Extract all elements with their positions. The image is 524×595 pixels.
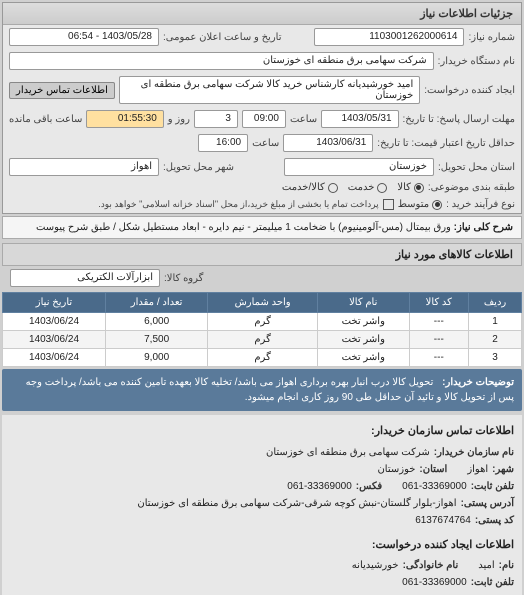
cname-value: امید (478, 557, 494, 574)
pub-dt-label: تاریخ و ساعت اعلان عمومی: (163, 32, 282, 43)
group-field: ابزارآلات الکتریکی (10, 269, 160, 287)
tel-label: تلفن ثابت: (471, 478, 514, 495)
radio-service[interactable]: خدمت (348, 182, 388, 193)
buyer-field: شرکت سهامی برق منطقه ای خوزستان (9, 52, 434, 70)
addr-value: اهواز-بلوار گلستان-نبش کوچه شرقی-شرکت سه… (137, 495, 456, 512)
table-cell: --- (409, 349, 469, 367)
deadline-label: مهلت ارسال پاسخ: تا تاریخ: (403, 114, 515, 125)
table-cell: گرم (208, 313, 318, 331)
remain-label: ساعت باقی مانده (9, 114, 82, 125)
prov-value: خوزستان (377, 461, 415, 478)
prov-label: استان: (419, 461, 447, 478)
radio-dot-icon (414, 183, 424, 193)
panel-title: جزئیات اطلاعات نیاز (3, 3, 521, 25)
pack-label: طبقه بندی موضوعی: (428, 182, 515, 193)
time-remaining: 01:55:30 (86, 110, 163, 128)
ccity-value: اهواز (467, 461, 488, 478)
fax-label: فکس: (356, 478, 382, 495)
creator-field: امید خورشیدیانه کارشناس خرید کالا شرکت س… (119, 76, 420, 104)
table-cell: 6,000 (105, 313, 207, 331)
note-label: توضیحات خریدار: (436, 377, 514, 388)
state-label: استان محل تحویل: (438, 162, 515, 173)
contact-section: اطلاعات تماس سازمان خریدار: نام سازمان خ… (2, 415, 522, 595)
city-field: اهواز (9, 158, 159, 176)
table-row: 1---واشر تختگرم6,0001403/06/24 (3, 313, 522, 331)
proc-label: نوع فرآیند خرید : (446, 199, 515, 210)
table-cell: گرم (208, 349, 318, 367)
valid-time: 16:00 (198, 134, 248, 152)
table-cell: 1403/06/24 (3, 313, 106, 331)
table-header: ردیف (469, 293, 522, 313)
contact-buyer-button[interactable]: اطلاعات تماس خریدار (9, 82, 115, 99)
req-no-field: 1103001262000614 (314, 28, 464, 46)
cfam-label: نام خانوادگی: (403, 557, 459, 574)
ccity-label: شهر: (492, 461, 514, 478)
buyer-label: نام دستگاه خریدار: (438, 56, 515, 67)
table-cell: 1 (469, 313, 522, 331)
table-cell: واشر تخت (317, 349, 409, 367)
org-value: شرکت سهامی برق منطقه ای خوزستان (266, 444, 430, 461)
fax-value: 061-33369000 (287, 478, 352, 495)
table-cell: 1403/06/24 (3, 331, 106, 349)
radio-goods[interactable]: کالا (397, 182, 424, 193)
table-cell: --- (409, 313, 469, 331)
radio-dot-icon (432, 200, 442, 210)
creator-label: ایجاد کننده درخواست: (424, 85, 515, 96)
table-cell: 7,500 (105, 331, 207, 349)
table-header: تعداد / مقدار (105, 293, 207, 313)
table-row: 3---واشر تختگرم9,0001403/06/24 (3, 349, 522, 367)
deadline-date: 1403/05/31 (321, 110, 398, 128)
pub-dt-field: 1403/05/28 - 06:54 (9, 28, 159, 46)
table-cell: 9,000 (105, 349, 207, 367)
cfam-value: خورشیدیانه (352, 557, 399, 574)
valid-label: حداقل تاریخ اعتبار قیمت: تا تاریخ: (377, 138, 515, 149)
goods-table: ردیفکد کالانام کالاواحد شمارشتعداد / مقد… (2, 292, 522, 367)
buyer-notes: توضیحات خریدار: تحویل کالا درب انبار بهر… (2, 369, 522, 411)
proc-note: پرداخت تمام یا بخشی از مبلغ خرید،از محل … (98, 199, 378, 210)
ctel-label: تلفن ثابت: (471, 574, 514, 591)
table-cell: 3 (469, 349, 522, 367)
radio-dot-icon (377, 183, 387, 193)
need-title-label: شرح کلی نیاز: (454, 222, 513, 233)
days-remaining: 3 (194, 110, 238, 128)
goods-section-header: اطلاعات کالاهای مورد نیاز (2, 243, 522, 266)
org-label: نام سازمان خریدار: (434, 444, 514, 461)
table-cell: 1403/06/24 (3, 349, 106, 367)
contact-title: اطلاعات تماس سازمان خریدار: (10, 419, 514, 444)
addr-label: آدرس پستی: (461, 495, 514, 512)
post-label: کد پستی: (475, 512, 514, 529)
table-cell: 2 (469, 331, 522, 349)
state-field: خوزستان (284, 158, 434, 176)
tel-value: 061-33369000 (402, 478, 467, 495)
table-cell: --- (409, 331, 469, 349)
table-header: واحد شمارش (208, 293, 318, 313)
city-label: شهر محل تحویل: (163, 162, 234, 173)
type-radio-group: کالا خدمت کالا/خدمت (282, 182, 424, 193)
deadline-time: 09:00 (242, 110, 286, 128)
req-no-label: شماره نیاز: (468, 32, 515, 43)
table-cell: واشر تخت (317, 331, 409, 349)
group-label: گروه کالا: (164, 273, 203, 284)
at-label-1: ساعت (290, 114, 317, 125)
need-title: ورق بیمتال (مس-آلومینیوم) با ضخامت 1 میل… (36, 222, 451, 233)
table-header: تاریخ نیاز (3, 293, 106, 313)
radio-mid[interactable]: متوسط (398, 199, 442, 210)
ctel-value: 061-33369000 (402, 574, 467, 591)
days-label: روز و (168, 114, 190, 125)
creator-contact-title: اطلاعات ایجاد کننده درخواست: (10, 533, 514, 558)
at-label-2: ساعت (252, 138, 279, 149)
cname-label: نام: (499, 557, 514, 574)
table-cell: گرم (208, 331, 318, 349)
table-header: نام کالا (317, 293, 409, 313)
radio-dot-icon (328, 183, 338, 193)
table-cell: واشر تخت (317, 313, 409, 331)
radio-both[interactable]: کالا/خدمت (282, 182, 338, 193)
checkbox-treasury[interactable] (383, 199, 394, 210)
valid-date: 1403/06/31 (283, 134, 373, 152)
table-header: کد کالا (409, 293, 469, 313)
table-row: 2---واشر تختگرم7,5001403/06/24 (3, 331, 522, 349)
post-value: 6137674764 (415, 512, 471, 529)
